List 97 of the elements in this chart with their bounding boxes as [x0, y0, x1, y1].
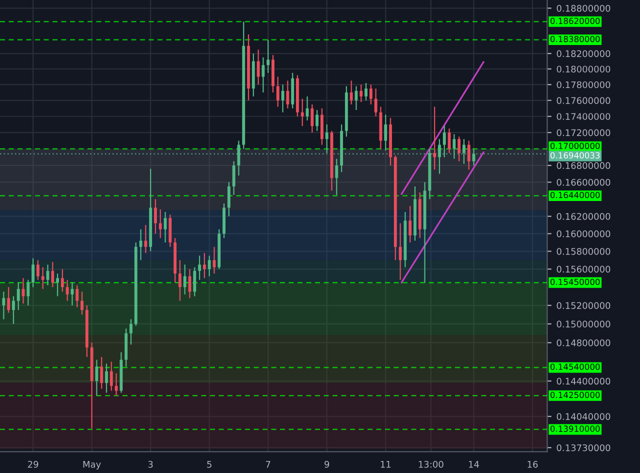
candlestick [56, 273, 60, 297]
candlestick [237, 140, 240, 176]
candlestick [310, 104, 314, 134]
candlestick [60, 268, 64, 292]
candlestick [281, 84, 284, 113]
candlestick [95, 359, 98, 396]
candlestick [384, 114, 388, 152]
candlestick [144, 224, 148, 254]
candlestick [100, 356, 104, 390]
candlestick [66, 279, 69, 302]
x-tick-label: 5 [207, 461, 212, 468]
candlestick [286, 80, 290, 109]
candlestick [276, 76, 280, 108]
candlestick [458, 136, 461, 162]
candlestick [130, 318, 132, 346]
y-tick-label: 0.16800000 [556, 162, 610, 170]
y-tick-label: 0.17800000 [556, 81, 610, 88]
candlestick [51, 261, 54, 288]
ref-line-label: 0.13910000 [550, 426, 600, 432]
x-tick-label: 13:00 [418, 460, 444, 468]
ref-line-label: 0.16440000 [550, 192, 600, 198]
candlestick [178, 260, 182, 302]
candlestick [2, 291, 6, 320]
y-tick-label: 0.16600000 [556, 178, 610, 186]
candlestick [467, 140, 470, 170]
candlestick [139, 228, 142, 261]
candlestick [208, 255, 211, 277]
candlestick [7, 286, 10, 314]
candlestick [316, 109, 319, 132]
candlestick [262, 56, 265, 94]
y-tick-label: 0.14040000 [556, 413, 610, 420]
y-tick-label: 0.15800000 [556, 248, 610, 255]
x-tick-label: 3 [148, 460, 153, 468]
candlestick [438, 138, 441, 174]
candlestick [36, 260, 40, 280]
y-tick-label: 0.15200000 [556, 302, 610, 309]
ref-line-label: 0.15450000 [550, 278, 600, 286]
candlestick [232, 160, 236, 196]
ref-line-label: 0.17000000 [550, 142, 600, 150]
candlestick [433, 106, 436, 170]
candlestick [26, 279, 30, 306]
y-tick-label: 0.16200000 [556, 213, 610, 220]
candlestick [300, 98, 304, 127]
candlestick [110, 361, 113, 392]
y-tick-label: 0.14400000 [556, 378, 610, 385]
ref-line-label: 0.18380000 [550, 36, 600, 42]
candlestick [154, 198, 157, 234]
y-tick-label: 0.16000000 [556, 230, 610, 238]
candlestick [462, 138, 466, 164]
x-tick-label: 9 [324, 460, 330, 468]
x-tick-label: May [83, 461, 101, 470]
candlestick [325, 124, 328, 154]
candlestick [76, 284, 79, 308]
candlestick [398, 222, 402, 280]
candlestick [193, 266, 196, 297]
y-tick-label: 0.15000000 [556, 320, 610, 328]
x-tick-label: 16 [528, 460, 538, 468]
candlestick [32, 258, 35, 288]
candlestick [335, 158, 338, 196]
candlestick [105, 363, 108, 394]
candlestick [350, 80, 353, 105]
candlestick [198, 255, 202, 280]
candlestick [16, 282, 20, 311]
ref-line-label: 0.14540000 [550, 364, 600, 370]
candlestick [183, 264, 186, 295]
candlestick [360, 84, 363, 103]
y-tick-label: 0.14800000 [556, 339, 610, 346]
candlestick [202, 252, 206, 279]
x-tick-label: 29 [28, 460, 38, 468]
y-tick-label: 0.13730000 [556, 444, 610, 452]
candlestick [227, 182, 230, 217]
candlestick [374, 88, 378, 117]
y-tick-label: 0.18800000 [556, 4, 610, 12]
candlestick [41, 266, 44, 290]
candlestick [266, 39, 270, 74]
y-tick-label: 0.15600000 [556, 266, 610, 273]
candlestick [364, 82, 368, 101]
ref-line-label: 0.14250000 [550, 392, 600, 398]
candlestick [442, 125, 446, 158]
candlestick [158, 208, 162, 239]
y-tick-label: 0.17200000 [556, 129, 610, 136]
candlestick [80, 291, 84, 316]
ref-line-label: 0.18620000 [550, 18, 600, 24]
x-tick-label: 11 [380, 461, 391, 468]
y-tick-label: 0.17600000 [556, 97, 610, 104]
x-tick-label: 14 [469, 461, 479, 468]
candlestick [12, 296, 15, 324]
candlestick [256, 49, 260, 86]
y-tick-label: 0.17400000 [556, 113, 610, 120]
y-tick-label: 0.18000000 [556, 66, 610, 73]
candlestick [369, 84, 372, 105]
x-tick-label: 7 [266, 461, 270, 468]
candlestick [114, 372, 118, 396]
candlestick [408, 205, 412, 243]
candlestick [452, 134, 456, 160]
ref-line-label: 0.16940033 [550, 152, 600, 159]
y-tick-label: 0.18200000 [556, 50, 610, 58]
